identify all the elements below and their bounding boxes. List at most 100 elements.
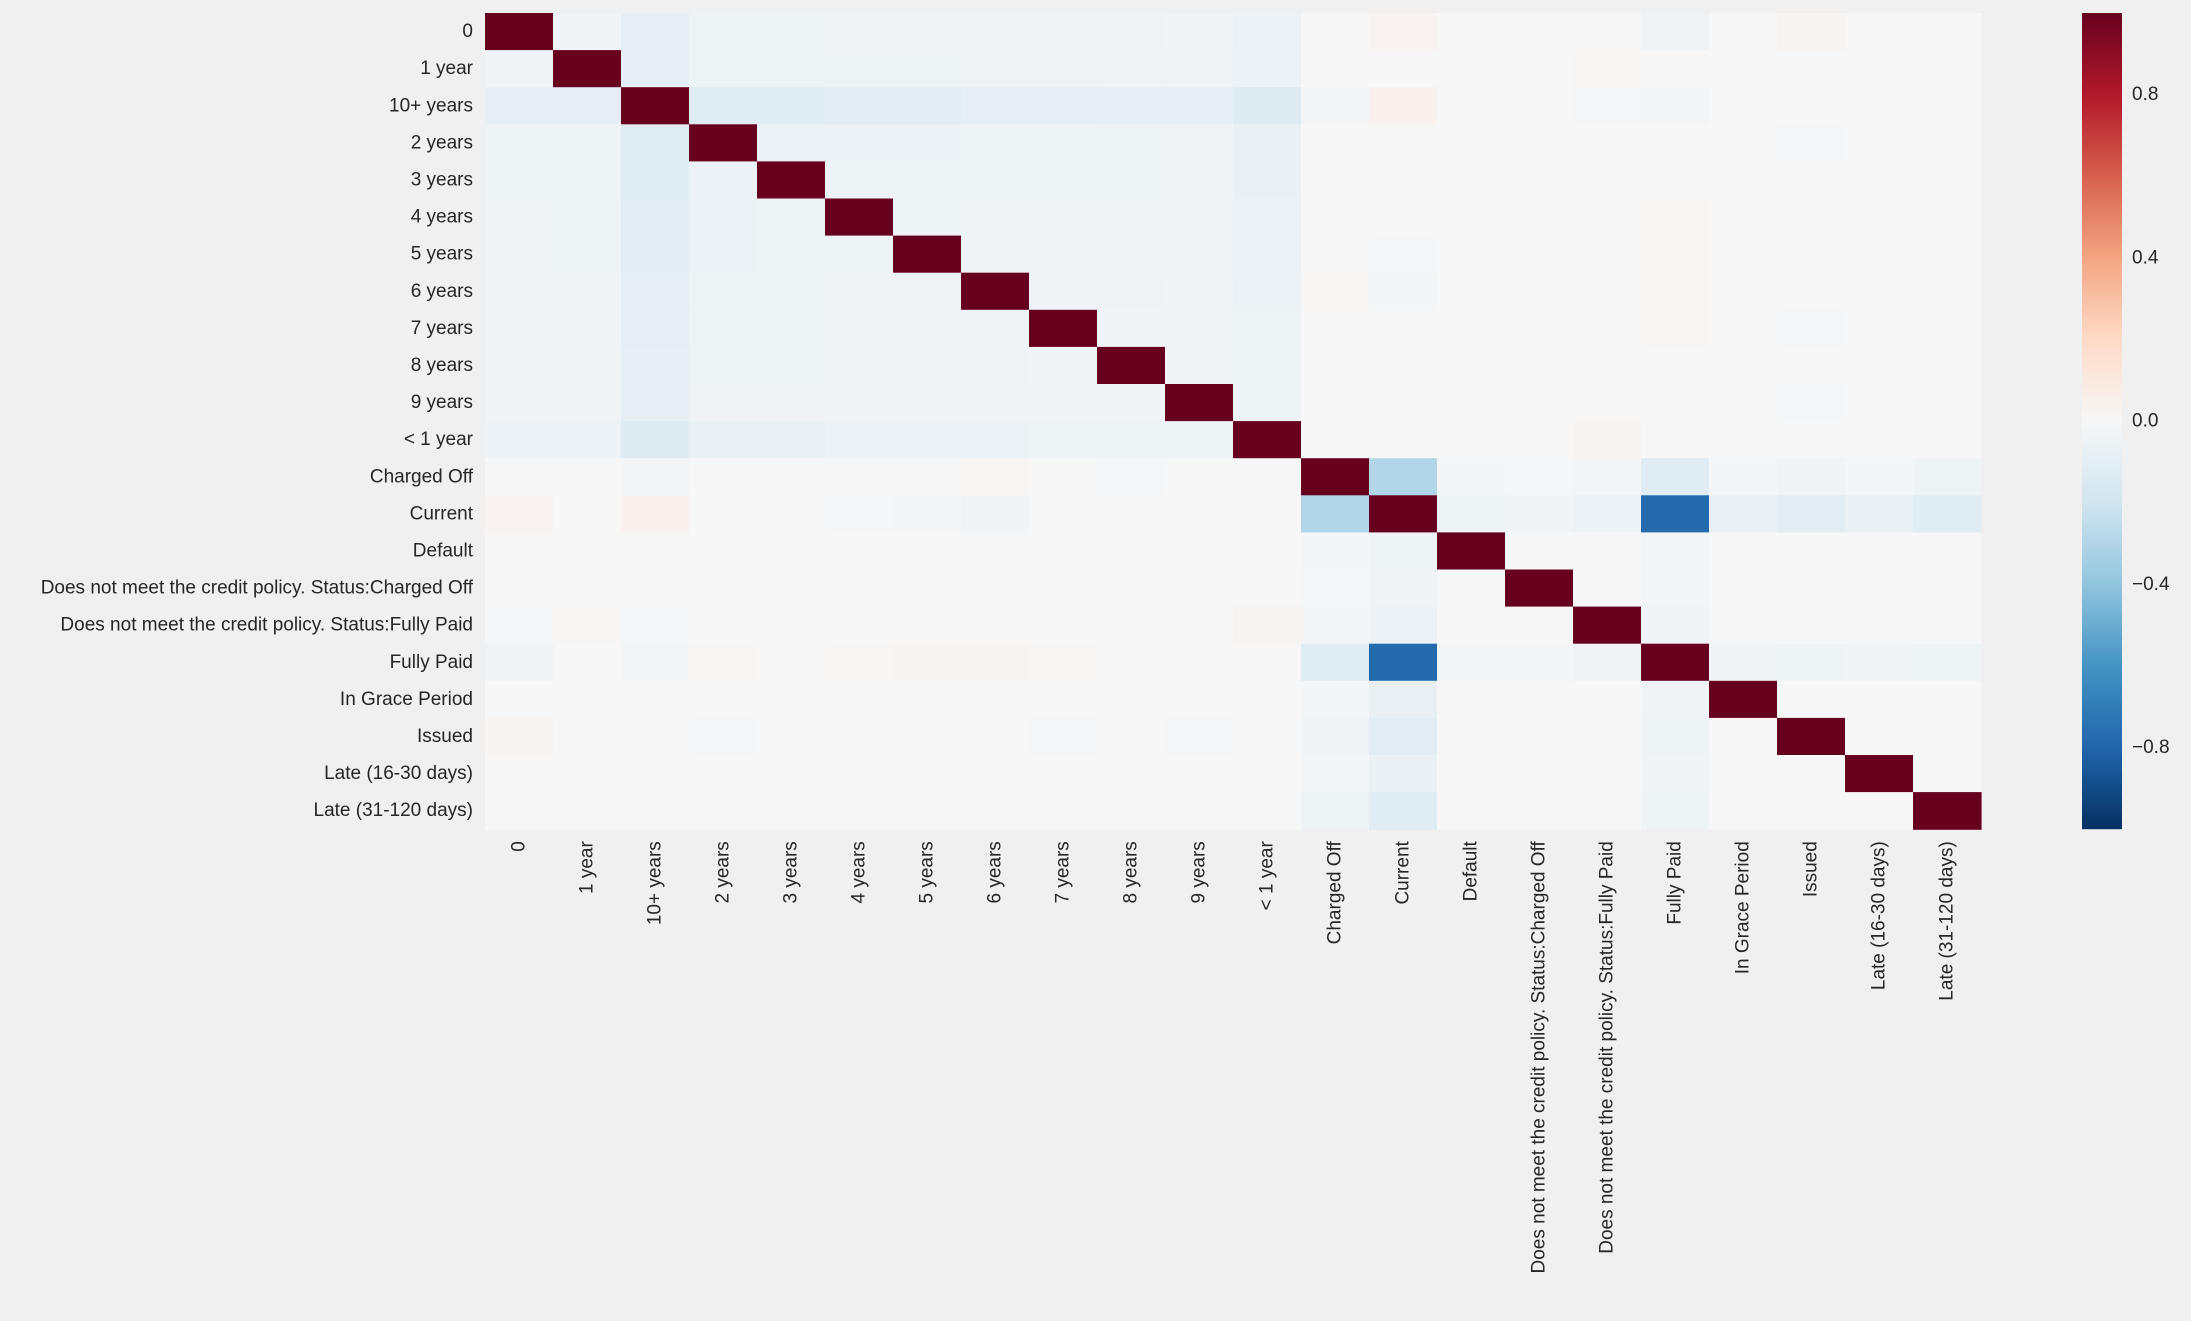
heatmap-cell-5-5 xyxy=(825,198,894,237)
heatmap-cell-8-16 xyxy=(1573,309,1642,348)
heatmap-cell-6-15 xyxy=(1505,235,1574,274)
heatmap-cell-15-10 xyxy=(1165,569,1234,608)
y-tick-label-7-years: 7 years xyxy=(411,318,473,339)
heatmap-cell-21-6 xyxy=(893,792,962,830)
heatmap-cell-11-21 xyxy=(1913,421,1982,459)
heatmap-cell-19-12 xyxy=(1301,717,1370,756)
heatmap-cell-19-15 xyxy=(1505,717,1574,756)
heatmap-cell-3-4 xyxy=(757,124,826,162)
heatmap-cell-3-16 xyxy=(1573,124,1642,162)
heatmap-cell-19-13 xyxy=(1369,717,1438,756)
heatmap-cell-16-9 xyxy=(1097,606,1166,645)
heatmap-cell-17-15 xyxy=(1505,643,1574,682)
heatmap-cell-18-9 xyxy=(1097,680,1166,719)
heatmap-cell-13-21 xyxy=(1913,495,1982,533)
x-tick-label-fully-paid: Fully Paid xyxy=(1665,841,1686,924)
heatmap-cell-5-14 xyxy=(1437,198,1506,237)
x-tick-label-0: 0 xyxy=(509,841,530,852)
heatmap-cell-9-13 xyxy=(1369,346,1438,385)
heatmap-cell-19-21 xyxy=(1913,717,1982,756)
heatmap-cell-10-5 xyxy=(825,384,894,422)
heatmap-cell-4-4 xyxy=(757,161,826,200)
heatmap-cell-11-1 xyxy=(553,421,622,459)
heatmap-cell-4-20 xyxy=(1845,161,1914,200)
heatmap-cell-9-6 xyxy=(893,346,962,385)
heatmap-cell-12-2 xyxy=(621,458,690,496)
heatmap-cell-8-12 xyxy=(1301,309,1370,348)
heatmap-cell-7-2 xyxy=(621,272,690,311)
heatmap-cell-12-8 xyxy=(1029,458,1098,496)
heatmap-cell-11-6 xyxy=(893,421,962,459)
heatmap-cell-16-1 xyxy=(553,606,622,645)
heatmap-cell-12-16 xyxy=(1573,458,1642,496)
heatmap-cell-21-11 xyxy=(1233,792,1302,830)
heatmap-cell-18-14 xyxy=(1437,680,1506,719)
heatmap-cell-9-0 xyxy=(485,346,554,385)
heatmap-cell-9-8 xyxy=(1029,346,1098,385)
y-tick-label-late-31-120-days: Late (31-120 days) xyxy=(314,800,474,821)
heatmap-cell-10-13 xyxy=(1369,384,1438,422)
heatmap-cell-15-0 xyxy=(485,569,554,608)
heatmap-cell-2-3 xyxy=(689,87,758,125)
x-tick-label-current: Current xyxy=(1393,840,1414,904)
heatmap-cell-6-8 xyxy=(1029,235,1098,274)
heatmap-cell-18-17 xyxy=(1641,680,1710,719)
heatmap-cell-4-10 xyxy=(1165,161,1234,200)
heatmap-cell-11-9 xyxy=(1097,421,1166,459)
heatmap-cell-6-13 xyxy=(1369,235,1438,274)
heatmap-cell-0-19 xyxy=(1777,13,1846,51)
heatmap-cell-0-9 xyxy=(1097,13,1166,51)
heatmap-cell-1-4 xyxy=(757,50,826,88)
x-tick-label-3-years: 3 years xyxy=(781,841,802,903)
heatmap-cell-20-20 xyxy=(1845,755,1914,793)
heatmap-cell-14-21 xyxy=(1913,532,1982,571)
heatmap-cell-6-9 xyxy=(1097,235,1166,274)
heatmap-cell-12-18 xyxy=(1709,458,1778,496)
heatmap-cell-21-7 xyxy=(961,792,1030,830)
heatmap-cell-4-7 xyxy=(961,161,1030,200)
heatmap-cell-5-15 xyxy=(1505,198,1574,237)
heatmap-cell-9-12 xyxy=(1301,346,1370,385)
y-tick-label-6-years: 6 years xyxy=(411,281,473,302)
x-tick-label-does-not-meet-the-credit-policy-status-fully-paid: Does not meet the credit policy. Status:… xyxy=(1597,841,1618,1254)
heatmap-cell-8-17 xyxy=(1641,309,1710,348)
heatmap-cell-10-21 xyxy=(1913,384,1982,422)
x-tick-label-late-16-30-days: Late (16-30 days) xyxy=(1869,841,1890,990)
heatmap-cell-21-12 xyxy=(1301,792,1370,830)
heatmap-cell-7-1 xyxy=(553,272,622,311)
heatmap-cell-5-20 xyxy=(1845,198,1914,237)
heatmap-cell-18-7 xyxy=(961,680,1030,719)
heatmap-cell-15-11 xyxy=(1233,569,1302,608)
x-tick-label-2-years: 2 years xyxy=(713,841,734,903)
heatmap-cell-1-13 xyxy=(1369,50,1438,88)
heatmap-cell-10-18 xyxy=(1709,384,1778,422)
heatmap-cell-11-2 xyxy=(621,421,690,459)
heatmap-cell-3-0 xyxy=(485,124,554,162)
colorbar-tick-label-3: −0.4 xyxy=(2132,574,2170,595)
heatmap-cell-15-3 xyxy=(689,569,758,608)
heatmap-cell-12-20 xyxy=(1845,458,1914,496)
heatmap-cell-16-12 xyxy=(1301,606,1370,645)
heatmap-cell-20-0 xyxy=(485,755,554,793)
heatmap-cell-9-3 xyxy=(689,346,758,385)
colorbar-tick-label-1: 0.4 xyxy=(2132,247,2159,268)
heatmap-cell-1-21 xyxy=(1913,50,1982,88)
heatmap-cell-17-14 xyxy=(1437,643,1506,682)
heatmap-cell-2-5 xyxy=(825,87,894,125)
heatmap-cell-14-15 xyxy=(1505,532,1574,571)
y-tick-label-does-not-meet-the-credit-policy-status-fully-paid: Does not meet the credit policy. Status:… xyxy=(60,615,473,636)
heatmap-cell-13-9 xyxy=(1097,495,1166,533)
heatmap-cell-15-21 xyxy=(1913,569,1982,608)
heatmap-cell-11-17 xyxy=(1641,421,1710,459)
heatmap-cell-13-19 xyxy=(1777,495,1846,533)
x-tick-label-default: Default xyxy=(1461,840,1482,901)
heatmap-cell-13-4 xyxy=(757,495,826,533)
heatmap-cell-7-7 xyxy=(961,272,1030,311)
colorbar-ticks: 0.8 0.4 0.0 −0.4 −0.8 xyxy=(2132,84,2170,758)
heatmap-cell-13-14 xyxy=(1437,495,1506,533)
heatmap-cell-12-4 xyxy=(757,458,826,496)
heatmap-cell-10-17 xyxy=(1641,384,1710,422)
heatmap-cell-0-1 xyxy=(553,13,622,51)
colorbar-tick-label-4: −0.8 xyxy=(2132,737,2170,758)
heatmap-cell-17-3 xyxy=(689,643,758,682)
